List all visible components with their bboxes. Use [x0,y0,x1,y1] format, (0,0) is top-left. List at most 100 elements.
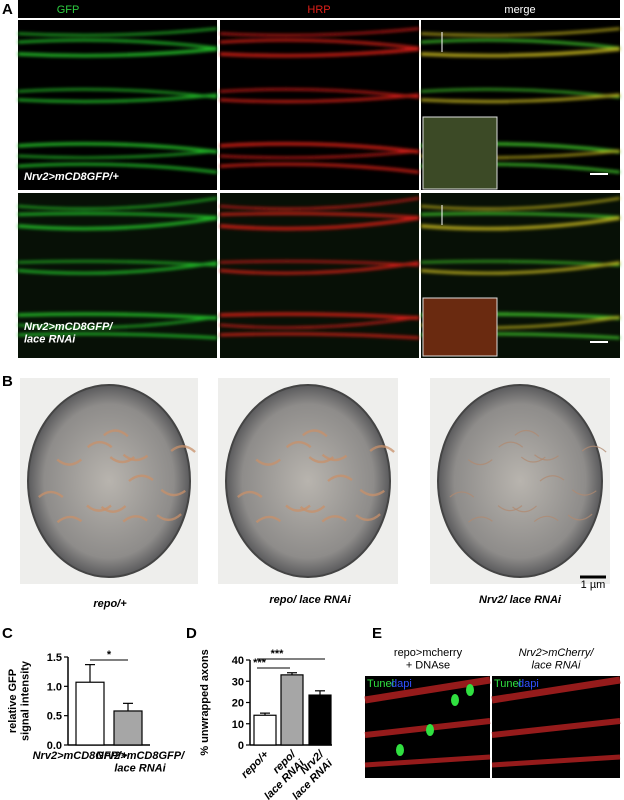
fiber [17,27,218,37]
glia [255,515,282,524]
fibers [219,27,420,174]
y-tick-label: 20 [232,698,244,710]
glia [86,440,113,449]
glia [512,505,537,513]
fiber [17,332,218,340]
fiber [420,260,621,267]
fiber [17,142,218,154]
fiber [17,149,218,159]
y-tick-label: 30 [232,676,244,688]
image-title: Nrv2>mCherry/lace RNAi [519,647,595,672]
fiber [17,315,218,329]
fiber [420,197,621,210]
glia [285,504,311,512]
significance-label: *** [253,657,267,669]
nucleus [451,694,459,706]
micrograph [220,193,419,358]
fiber [219,88,420,99]
fiber [219,315,420,329]
bar [253,714,277,746]
fiber [17,47,218,58]
micrograph [18,193,217,358]
x-tick-label: Nrv2>mCD8GFP/+ [33,750,128,762]
glia [355,513,381,522]
fiber [219,38,420,50]
glia [56,515,83,524]
glia [327,474,353,482]
fiber [491,754,621,768]
fiber [491,718,621,738]
chart: 0.0 0.5 1.0 1.5 relative GFPsignal intensity… [7,649,186,775]
y-tick-label: 1.5 [47,652,62,664]
glia [369,445,395,453]
glia [520,456,546,463]
caption: repo/+ [93,598,127,610]
panel-label: E [372,625,382,642]
glia [449,491,475,498]
fiber [219,27,420,37]
glia [160,488,186,497]
fiber [219,142,420,154]
panel-label: D [186,625,197,642]
bar [113,710,143,746]
glia [581,445,607,453]
y-tick-label: 0.0 [47,740,62,752]
glia [122,453,149,462]
fibers [219,197,420,340]
glia [498,441,524,448]
glia [237,490,263,498]
y-tick-label: 10 [232,719,244,731]
micrograph [18,20,217,190]
fiber [420,261,621,275]
column-title: merge [504,4,535,16]
fiber [219,216,420,231]
glia [571,489,597,496]
glia [299,505,326,513]
glia [86,504,112,512]
glia [38,490,64,498]
y-axis-label: relative GFPsignal intensity [7,660,32,741]
glia [533,515,559,523]
caption: repo/ lace RNAi [269,594,351,606]
image-title: repo>mcherry + DNAse [394,647,463,672]
row-label: Nrv2>mCD8GFP/+ [24,171,119,183]
stain-label: dapi [518,678,539,690]
significance-label: *** [271,648,285,660]
glia [514,429,540,437]
fiber [17,312,218,320]
significance-label: * [107,649,112,661]
glia [321,515,347,523]
fiber [420,38,621,50]
fiber [17,162,218,174]
y-tick-label: 1.0 [47,681,62,693]
fibers [17,27,218,174]
fiber [420,216,621,231]
fiber [219,261,420,275]
fiber [17,93,218,103]
header-bar [18,0,620,18]
fibers [420,27,621,174]
nerve [225,384,391,578]
fiber [420,47,621,58]
fibers [17,197,218,340]
fiber [219,197,420,210]
glia [321,453,348,462]
fiber [17,38,218,50]
y-tick-label: 0.5 [47,711,62,723]
x-tick-label: repo/+ [239,748,271,780]
fiber [17,260,218,267]
panel-label: B [2,373,13,390]
panel-label: C [2,625,13,642]
glia [308,456,335,464]
fiber [17,197,218,210]
fiber [17,88,218,99]
glia [302,429,328,438]
fiber [219,332,420,340]
fiber [364,676,491,704]
nucleus [466,684,474,696]
column-title: HRP [307,4,330,16]
fiber [219,93,420,103]
row-label: Nrv2>mCD8GFP/lace RNAi [24,321,114,346]
